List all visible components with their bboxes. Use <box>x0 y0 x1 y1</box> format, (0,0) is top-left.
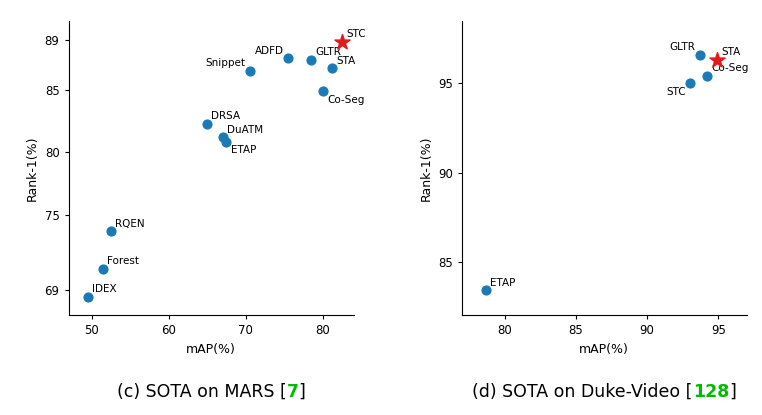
Point <box>105 228 117 235</box>
Text: Forest: Forest <box>107 256 139 266</box>
Text: (c) SOTA on MARS [: (c) SOTA on MARS [ <box>117 383 287 401</box>
Text: DRSA: DRSA <box>211 111 241 121</box>
Text: ]: ] <box>729 383 736 401</box>
Point <box>201 120 213 127</box>
Point <box>82 293 94 300</box>
Point <box>220 139 232 146</box>
Point <box>326 65 338 72</box>
Point <box>305 56 317 63</box>
Text: ETAP: ETAP <box>490 278 516 288</box>
Text: Co-Seg: Co-Seg <box>327 95 364 105</box>
Point <box>684 80 696 87</box>
X-axis label: mAP(%): mAP(%) <box>186 343 236 356</box>
Text: STC: STC <box>346 29 366 39</box>
Point <box>693 51 706 58</box>
Point <box>97 266 109 272</box>
Point <box>244 68 256 74</box>
Text: GLTR: GLTR <box>670 42 696 52</box>
Text: STC: STC <box>666 87 686 97</box>
Point <box>480 287 492 294</box>
Point <box>216 134 229 141</box>
Y-axis label: Rank-1(%): Rank-1(%) <box>419 135 432 201</box>
Text: Snippet: Snippet <box>206 58 245 68</box>
Text: STA: STA <box>721 47 740 57</box>
Point <box>711 57 723 63</box>
Point <box>317 88 329 94</box>
Text: 128: 128 <box>693 383 729 401</box>
Point <box>336 39 348 45</box>
Text: DuATM: DuATM <box>227 124 263 134</box>
Point <box>282 55 294 62</box>
Text: ADFD: ADFD <box>255 46 284 56</box>
Point <box>701 73 713 79</box>
Text: RQEN: RQEN <box>115 219 145 229</box>
Text: IDEX: IDEX <box>92 284 117 294</box>
Text: Co-Seg: Co-Seg <box>711 63 748 73</box>
Y-axis label: Rank-1(%): Rank-1(%) <box>26 135 39 201</box>
Text: GLTR: GLTR <box>315 47 341 57</box>
Text: ]: ] <box>299 383 306 401</box>
Text: (d) SOTA on Duke-Video [: (d) SOTA on Duke-Video [ <box>472 383 693 401</box>
Text: 7: 7 <box>287 383 299 401</box>
X-axis label: mAP(%): mAP(%) <box>579 343 629 356</box>
Text: STA: STA <box>336 56 355 66</box>
Text: ETAP: ETAP <box>231 145 256 155</box>
